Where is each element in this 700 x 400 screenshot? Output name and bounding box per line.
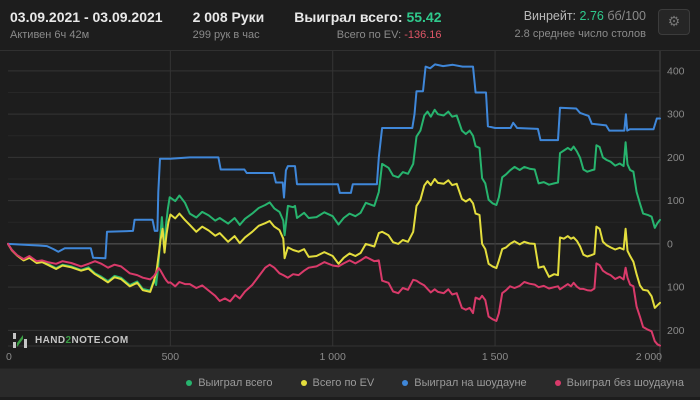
- winnings-graph: 400 300 200 100 0 100 200 0 500 1 000 1 500 2 000 H…: [0, 50, 700, 364]
- ev-total-value: -136.16: [404, 29, 442, 41]
- hands-per-hour: 299 рук в час: [192, 29, 260, 41]
- x-tick-label: 1 000: [320, 351, 346, 363]
- date-range-block: 03.09.2021 - 03.09.2021 Активен 6ч 42м: [10, 9, 163, 42]
- logo-green-stroke: [17, 335, 23, 347]
- hand2note-watermark: HAND2NOTE.COM: [12, 332, 129, 349]
- legend-dot-icon: [402, 380, 409, 386]
- logo-text: HAND2NOTE.COM: [35, 335, 129, 346]
- legend-item: Выиграл на шоудауне: [402, 377, 527, 389]
- won-total-label: Выиграл всего:: [294, 9, 403, 25]
- y-tick-label: 400: [667, 65, 685, 77]
- chart-legend: Выиграл всего Всего по EV Выиграл на шоуда…: [0, 368, 700, 397]
- legend-item: Всего по EV: [300, 377, 375, 389]
- ev-total-line: Всего по EV: -136.16: [294, 29, 442, 42]
- winrate-units: бб/100: [607, 9, 646, 23]
- x-tick-label: 0: [6, 351, 12, 363]
- stats-header: 03.09.2021 - 03.09.2021 Активен 6ч 42м 2…: [0, 0, 700, 50]
- legend-label: Выиграл без шоудауна: [566, 377, 684, 389]
- hands-block: 2 008 Руки 299 рук в час: [193, 9, 265, 42]
- avg-tables: 2.8 среднее число столов: [514, 28, 646, 40]
- y-tick-label: 100: [667, 195, 685, 207]
- legend-item: Выиграл без шоудауна: [554, 377, 684, 389]
- legend-label: Выиграл всего: [198, 377, 273, 389]
- winrate-value: 2.76: [579, 9, 604, 23]
- y-tick-label: 200: [667, 325, 685, 337]
- winrate-label: Винрейт:: [523, 9, 577, 23]
- winrate-block: Винрейт: 2.76 бб/100 2.8 среднее число с…: [514, 9, 646, 41]
- hands-count: 2 008 Руки: [192, 9, 265, 25]
- legend-dot-icon: [554, 380, 561, 386]
- x-tick-label: 500: [162, 351, 180, 363]
- x-tick-label: 2 000: [636, 351, 662, 363]
- ev-total-label: Всего по EV:: [336, 29, 402, 41]
- won-total-value: 55.42: [406, 9, 442, 25]
- y-tick-label: 300: [667, 109, 685, 121]
- series-ev_total_line: [7, 178, 661, 309]
- winnings-block: Выиграл всего: 55.42 Всего по EV: -136.1…: [294, 9, 441, 42]
- date-range: 03.09.2021 - 03.09.2021: [10, 9, 163, 25]
- legend-label: Выиграл на шоудауне: [414, 377, 527, 389]
- series-showdown_line: [7, 63, 661, 260]
- legend-dot-icon: [300, 380, 307, 386]
- y-tick-label: 100: [667, 282, 685, 294]
- legend-item: Выиграл всего: [186, 377, 273, 389]
- settings-button[interactable]: ⚙: [658, 9, 690, 35]
- series-non_showdown_line: [7, 242, 661, 347]
- y-tick-label: 200: [667, 152, 685, 164]
- y-tick-label: 0: [667, 238, 673, 250]
- winrate-line: Винрейт: 2.76 бб/100: [514, 9, 646, 24]
- x-tick-label: 1 500: [482, 351, 508, 363]
- legend-label: Всего по EV: [312, 377, 375, 389]
- active-time: Активен 6ч 42м: [10, 29, 90, 41]
- hand2note-logo-icon: [13, 333, 27, 348]
- legend-dot-icon: [186, 380, 193, 386]
- won-total-line: Выиграл всего: 55.42: [294, 9, 441, 25]
- gear-icon: ⚙: [667, 13, 681, 29]
